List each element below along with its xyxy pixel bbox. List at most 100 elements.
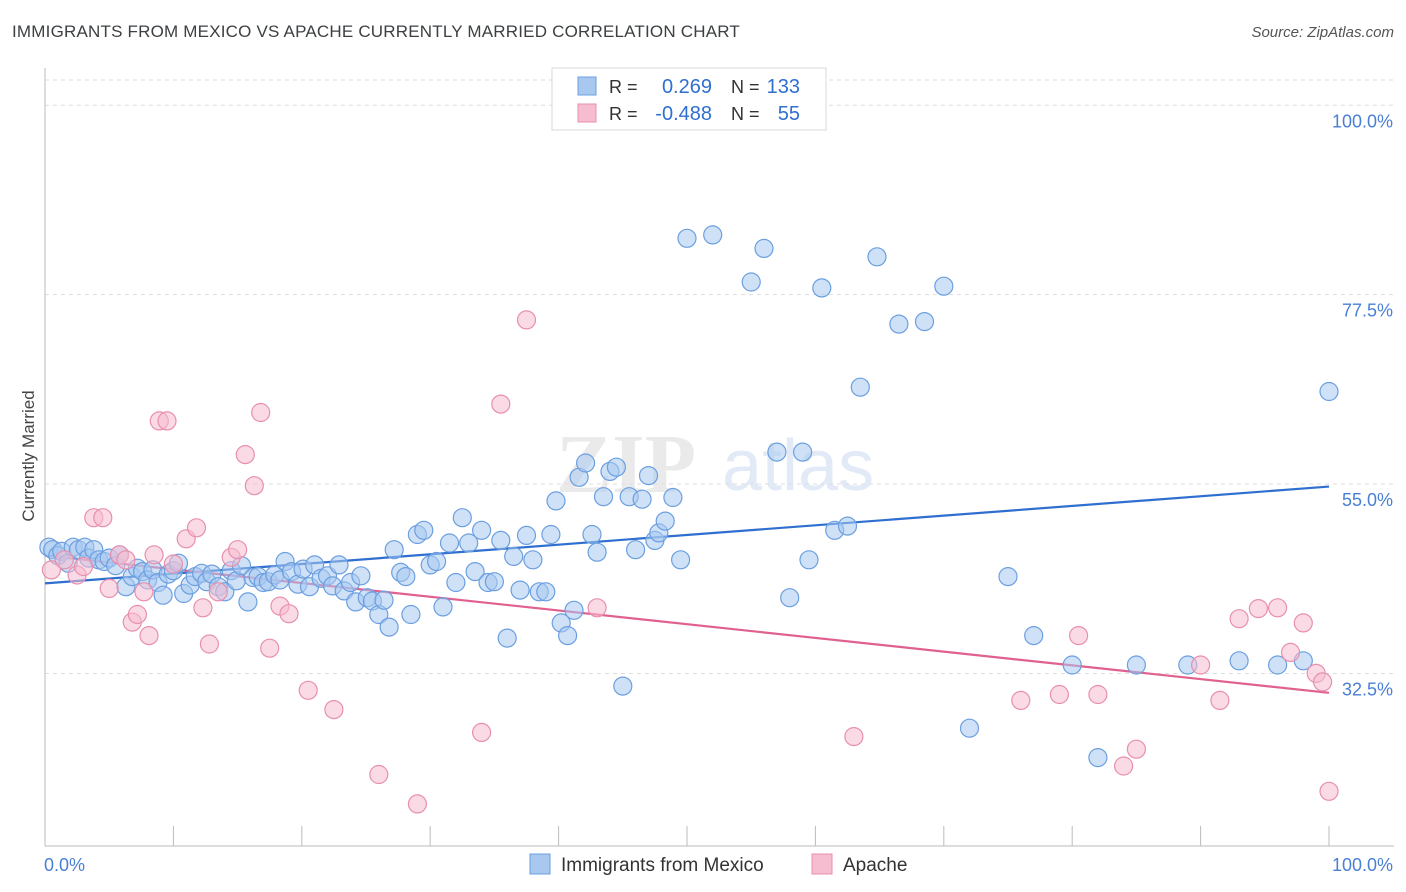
point-mexico-88 — [541, 524, 561, 545]
source-label: Source: ZipAtlas.com — [1251, 24, 1394, 41]
point-mexico-107 — [655, 511, 675, 531]
point-apache-39 — [1011, 690, 1031, 711]
point-apache-37 — [587, 598, 607, 618]
point-mexico-122 — [867, 247, 887, 267]
x-tick-label-0: 0.0% — [44, 855, 85, 875]
point-mexico-123 — [889, 314, 909, 334]
point-mexico-75 — [459, 533, 479, 553]
point-mexico-133 — [1229, 651, 1249, 671]
point-mexico-104 — [638, 466, 659, 486]
point-mexico-62 — [379, 617, 399, 637]
point-mexico-63 — [384, 540, 404, 560]
point-mexico-127 — [998, 566, 1018, 587]
point-apache-50 — [1280, 642, 1301, 663]
point-mexico-77 — [472, 520, 492, 540]
point-mexico-96 — [587, 542, 607, 562]
point-mexico-134 — [1267, 655, 1288, 675]
point-mexico-22 — [153, 585, 173, 605]
point-mexico-103 — [632, 489, 652, 509]
top-legend-n-value-apache: 55 — [778, 103, 800, 125]
y-tick-label-2: 77.5% — [1342, 301, 1393, 321]
point-apache-12 — [139, 625, 159, 646]
point-apache-38 — [844, 726, 864, 747]
point-mexico-120 — [837, 516, 858, 536]
point-mexico-70 — [427, 551, 447, 572]
point-mexico-84 — [516, 525, 537, 546]
point-apache-6 — [99, 578, 119, 599]
point-apache-25 — [244, 476, 264, 496]
point-mexico-117 — [799, 550, 819, 570]
point-apache-47 — [1229, 609, 1249, 629]
point-apache-32 — [369, 764, 389, 785]
point-mexico-95 — [582, 524, 602, 545]
point-apache-24 — [235, 445, 255, 465]
top-legend-swatch-apache — [577, 103, 597, 123]
point-apache-21 — [208, 582, 228, 602]
top-legend-r-value-apache: -0.488 — [655, 103, 712, 125]
point-mexico-110 — [677, 228, 697, 248]
point-apache-48 — [1248, 598, 1269, 619]
top-legend-r-label-mexico: R = — [609, 77, 638, 97]
top-legend-n-label-mexico: N = — [731, 77, 760, 97]
point-mexico-111 — [703, 225, 723, 245]
point-mexico-74 — [452, 508, 472, 528]
point-apache-29 — [279, 604, 299, 624]
point-apache-27 — [260, 638, 280, 658]
point-mexico-85 — [523, 550, 543, 570]
top-legend: R = 0.269 N = 133 R = -0.488 N = 55 — [551, 67, 827, 131]
point-mexico-66 — [401, 604, 421, 625]
bottom-legend: Immigrants from Mexico Apache — [529, 853, 907, 876]
x-tick-labels: 0.0% 100.0% — [44, 855, 1393, 875]
point-apache-5 — [93, 508, 113, 528]
point-mexico-65 — [396, 566, 416, 587]
point-apache-43 — [1113, 756, 1134, 776]
point-apache-49 — [1267, 598, 1288, 618]
point-mexico-129 — [1062, 655, 1082, 675]
point-apache-1 — [54, 550, 74, 570]
point-mexico-112 — [741, 272, 761, 292]
point-mexico-113 — [754, 238, 774, 258]
point-mexico-91 — [557, 625, 578, 646]
point-mexico-89 — [546, 491, 566, 511]
point-mexico-87 — [536, 582, 556, 602]
point-mexico-68 — [414, 520, 434, 540]
point-mexico-94 — [575, 453, 596, 473]
axes — [44, 68, 1394, 847]
point-mexico-115 — [780, 588, 800, 608]
point-mexico-57 — [351, 566, 371, 586]
point-apache-0 — [41, 560, 62, 580]
bottom-legend-label-mexico: Immigrants from Mexico — [561, 855, 764, 876]
point-mexico-100 — [613, 676, 633, 696]
point-mexico-76 — [465, 561, 485, 582]
top-legend-n-label-apache: N = — [731, 104, 760, 124]
bottom-legend-swatch-mexico — [529, 853, 551, 875]
bottom-legend-swatch-apache — [811, 853, 833, 875]
point-apache-13 — [144, 545, 164, 565]
top-legend-n-value-mexico: 133 — [767, 76, 800, 98]
point-apache-40 — [1049, 684, 1070, 705]
top-legend-r-label-apache: R = — [609, 104, 638, 124]
chart-title: IMMIGRANTS FROM MEXICO VS APACHE CURRENT… — [12, 22, 740, 41]
y-axis-label: Currently Married — [19, 390, 38, 521]
top-legend-box — [551, 67, 827, 131]
point-mexico-79 — [484, 572, 504, 592]
point-apache-34 — [472, 722, 492, 743]
point-mexico-116 — [792, 442, 813, 462]
point-mexico-128 — [1024, 625, 1044, 646]
y-tick-label-1: 55.0% — [1342, 490, 1393, 510]
point-apache-11 — [134, 582, 154, 602]
point-apache-42 — [1088, 684, 1108, 705]
point-mexico-61 — [374, 590, 394, 610]
point-apache-44 — [1126, 739, 1147, 759]
point-mexico-80 — [491, 530, 511, 551]
point-mexico-97 — [593, 487, 614, 507]
point-apache-3 — [73, 556, 94, 577]
point-apache-8 — [116, 550, 136, 570]
point-mexico-53 — [329, 555, 349, 575]
point-mexico-92 — [564, 600, 584, 620]
point-apache-45 — [1190, 655, 1211, 675]
point-apache-26 — [251, 402, 271, 423]
y-tick-labels: 32.5% 55.0% 77.5% 100.0% — [1332, 111, 1393, 699]
point-mexico-99 — [606, 457, 627, 477]
